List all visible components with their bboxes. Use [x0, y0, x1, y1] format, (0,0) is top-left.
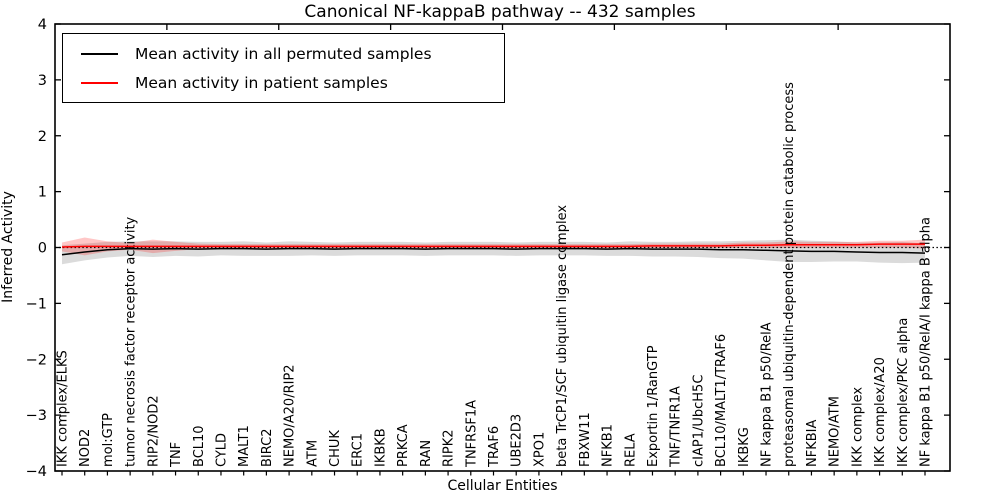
- permuted-mean-line: [61, 247, 926, 256]
- x-tick-label: NF kappa B1 p50/RelA: [760, 322, 775, 467]
- x-tick-label: beta TrCP1/SCF ubiquitin ligase complex: [555, 205, 570, 467]
- y-tick-label: 4: [38, 17, 47, 33]
- x-tick-label: tumor necrosis factor receptor activity: [124, 216, 139, 467]
- legend-line-sample-permuted: [81, 52, 118, 55]
- x-axis-label: Cellular Entities: [447, 478, 558, 494]
- x-tick-label: MALT1: [237, 425, 252, 467]
- x-tick-label: Exportin 1/RanGTP: [646, 345, 661, 467]
- x-tick-label: TNFRSF1A: [464, 400, 479, 468]
- x-tick-label: ATM: [305, 440, 320, 467]
- x-tick-label: RAN: [419, 440, 434, 467]
- legend-item: Mean activity in patient samples: [71, 68, 496, 97]
- y-tick-label: 3: [38, 73, 47, 89]
- x-tick-label: RIP2/NOD2: [146, 395, 161, 467]
- y-tick-label: 2: [38, 129, 47, 145]
- y-tick-label: 0: [38, 241, 47, 257]
- x-tick-label: BCL10/MALT1/TRAF6: [714, 334, 729, 467]
- x-tick-label: NEMO/ATM: [828, 396, 843, 467]
- x-tick-label: IKK complex/ELKS: [56, 350, 71, 467]
- legend-item: Mean activity in all permuted samples: [71, 39, 496, 68]
- patient-mean-line: [61, 243, 925, 248]
- x-tick-label: IKK complex: [850, 387, 865, 467]
- legend-label: Mean activity in all permuted samples: [135, 44, 432, 63]
- legend-line-sample-patient: [81, 81, 118, 84]
- x-tick-label: IKK complex/A20: [873, 357, 888, 467]
- x-tick-label: proteasomal ubiquitin-dependent protein …: [782, 82, 797, 467]
- x-tick-label: TNF/TNFR1A: [669, 386, 684, 468]
- x-tick-label: UBE2D3: [510, 414, 525, 467]
- legend-label: Mean activity in patient samples: [135, 73, 388, 92]
- x-tick-label: NEMO/A20/RIP2: [283, 364, 298, 467]
- y-tick-label: −4: [26, 464, 47, 480]
- x-tick-label: NF kappa B1 p50/RelA/I kappa B alpha: [919, 217, 934, 467]
- x-tick-label: CHUK: [328, 430, 343, 467]
- x-tick-label: IKBKB: [373, 428, 388, 467]
- x-tick-label: NFKBIA: [805, 420, 820, 467]
- x-tick-label: TRAF6: [487, 426, 502, 468]
- x-tick-label: IKBKG: [737, 427, 752, 467]
- x-tick-label: RIPK2: [442, 429, 457, 467]
- x-tick-label: NOD2: [78, 429, 93, 467]
- x-tick-label: cIAP1/UbcH5C: [691, 375, 706, 467]
- x-tick-label: BIRC2: [260, 429, 275, 468]
- x-tick-label: CYLD: [214, 433, 229, 467]
- y-tick-label: −3: [26, 408, 47, 424]
- legend: Mean activity in all permuted samples Me…: [62, 33, 505, 103]
- y-axis-label: Inferred Activity: [0, 191, 16, 303]
- y-tick-label: −2: [26, 352, 47, 368]
- x-tick-label: mol:GTP: [101, 413, 116, 467]
- y-tick-label: −1: [26, 296, 47, 312]
- x-tick-label: FBXW11: [578, 412, 593, 467]
- x-tick-label: TNF: [169, 442, 184, 468]
- x-tick-label: PRKCA: [396, 424, 411, 467]
- x-tick-label: ERC1: [351, 433, 366, 467]
- y-tick-label: 1: [38, 185, 47, 201]
- x-tick-label: XPO1: [532, 432, 547, 467]
- chart-title: Canonical NF-kappaB pathway -- 432 sampl…: [304, 2, 696, 22]
- x-tick-label: NFKB1: [601, 424, 616, 467]
- x-tick-label: BCL10: [192, 425, 207, 467]
- x-tick-label: IKK complex/PKC alpha: [896, 318, 911, 467]
- x-tick-label: RELA: [623, 433, 638, 467]
